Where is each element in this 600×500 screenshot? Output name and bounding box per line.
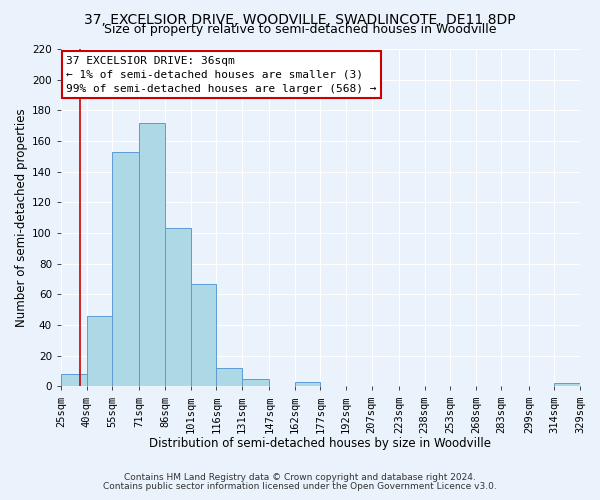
Text: 37, EXCELSIOR DRIVE, WOODVILLE, SWADLINCOTE, DE11 8DP: 37, EXCELSIOR DRIVE, WOODVILLE, SWADLINC… — [84, 12, 516, 26]
Bar — [191, 284, 217, 387]
Bar — [554, 383, 580, 386]
Bar — [61, 374, 86, 386]
Text: 37 EXCELSIOR DRIVE: 36sqm
← 1% of semi-detached houses are smaller (3)
99% of se: 37 EXCELSIOR DRIVE: 36sqm ← 1% of semi-d… — [66, 56, 377, 94]
Bar — [217, 368, 242, 386]
Bar — [86, 316, 112, 386]
Bar — [112, 152, 139, 386]
Y-axis label: Number of semi-detached properties: Number of semi-detached properties — [15, 108, 28, 327]
Text: Size of property relative to semi-detached houses in Woodville: Size of property relative to semi-detach… — [104, 22, 496, 36]
Bar — [295, 382, 320, 386]
X-axis label: Distribution of semi-detached houses by size in Woodville: Distribution of semi-detached houses by … — [149, 437, 491, 450]
Text: Contains HM Land Registry data © Crown copyright and database right 2024.: Contains HM Land Registry data © Crown c… — [124, 474, 476, 482]
Text: Contains public sector information licensed under the Open Government Licence v3: Contains public sector information licen… — [103, 482, 497, 491]
Bar — [242, 378, 269, 386]
Bar — [139, 122, 165, 386]
Bar — [165, 228, 191, 386]
